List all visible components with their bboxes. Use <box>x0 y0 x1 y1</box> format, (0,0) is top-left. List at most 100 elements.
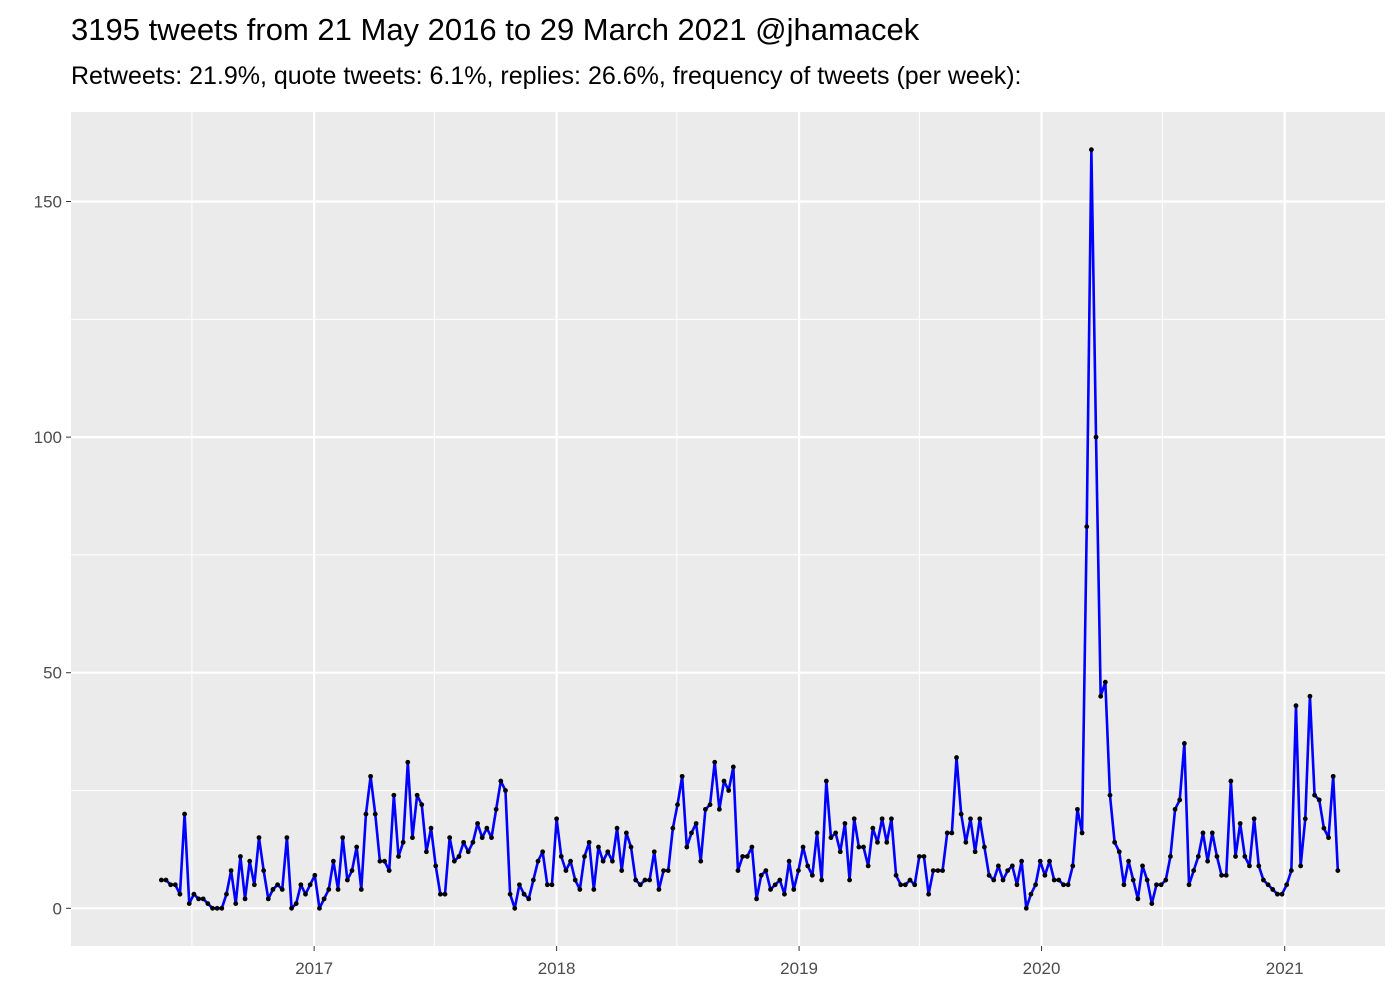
x-tick-label: 2021 <box>1266 959 1304 978</box>
data-point <box>1302 816 1308 822</box>
data-point <box>1107 792 1113 798</box>
data-point <box>1205 858 1211 864</box>
data-point <box>461 839 467 845</box>
data-point <box>168 882 174 888</box>
data-point <box>1242 854 1248 859</box>
data-point <box>916 854 922 859</box>
data-point <box>930 868 936 874</box>
data-point <box>623 830 629 836</box>
data-point <box>642 877 648 883</box>
data-point <box>610 858 615 864</box>
data-point <box>582 854 587 859</box>
data-point <box>210 905 215 911</box>
data-point <box>535 858 541 864</box>
data-point <box>433 863 439 869</box>
x-tick-label: 2019 <box>780 959 818 978</box>
data-point <box>405 759 411 765</box>
data-point <box>1270 887 1276 892</box>
data-point <box>196 896 201 902</box>
data-point <box>1135 896 1141 902</box>
data-point <box>633 877 639 883</box>
data-point <box>1065 882 1071 888</box>
data-point <box>205 901 211 906</box>
data-point <box>1228 778 1234 784</box>
data-point <box>549 882 555 888</box>
data-point <box>228 868 234 874</box>
data-point <box>637 882 643 888</box>
data-point <box>605 849 611 855</box>
data-point <box>1075 806 1080 812</box>
data-point <box>410 835 415 841</box>
data-point <box>1335 868 1341 874</box>
data-point <box>456 854 462 859</box>
data-point <box>879 816 885 822</box>
data-point <box>861 844 866 850</box>
data-point <box>749 844 755 850</box>
data-point <box>358 887 364 892</box>
data-point <box>577 887 583 892</box>
data-point <box>926 891 932 897</box>
data-point <box>898 882 904 888</box>
data-point <box>675 802 680 808</box>
data-point <box>1279 891 1285 897</box>
data-point <box>1130 877 1136 883</box>
data-point <box>786 858 792 864</box>
data-point <box>1158 882 1164 888</box>
data-point <box>340 835 346 841</box>
data-point <box>1056 877 1062 883</box>
data-point <box>419 802 425 808</box>
data-point <box>493 806 499 812</box>
data-point <box>1200 830 1206 836</box>
data-point <box>782 891 787 897</box>
data-point <box>707 802 713 808</box>
data-point <box>1098 693 1104 699</box>
data-point <box>540 849 546 855</box>
data-point <box>870 825 876 831</box>
data-point <box>186 901 192 906</box>
plot-panel <box>71 112 1385 946</box>
data-point <box>400 839 406 845</box>
data-point <box>665 868 671 874</box>
data-point <box>772 882 778 888</box>
data-point <box>1172 806 1178 812</box>
data-point <box>237 854 243 859</box>
data-point <box>1042 872 1048 878</box>
data-point <box>517 882 522 888</box>
data-point <box>726 788 732 793</box>
data-point <box>721 778 727 784</box>
data-point <box>796 868 801 874</box>
data-point <box>382 858 387 864</box>
data-point <box>279 887 285 892</box>
data-point <box>1321 825 1327 831</box>
data-point <box>163 877 169 883</box>
data-point <box>1084 524 1090 530</box>
data-point <box>754 896 759 902</box>
data-point <box>763 868 769 874</box>
data-point <box>1191 868 1197 874</box>
data-point <box>819 877 825 883</box>
data-point <box>1316 797 1322 803</box>
data-point <box>177 891 183 897</box>
data-point <box>317 905 322 911</box>
data-point <box>479 835 485 841</box>
data-point <box>1326 835 1331 841</box>
data-point <box>172 882 178 888</box>
data-point <box>470 839 476 845</box>
data-point <box>703 806 708 812</box>
data-point <box>1028 891 1034 897</box>
data-point <box>1121 882 1127 888</box>
data-point <box>191 891 197 897</box>
data-point <box>875 839 880 845</box>
data-point <box>498 778 504 784</box>
data-point <box>619 868 625 874</box>
data-point <box>1265 882 1271 888</box>
data-point <box>712 759 718 765</box>
data-point <box>679 773 685 779</box>
data-point <box>521 891 527 897</box>
data-point <box>158 877 164 883</box>
data-point <box>349 868 355 874</box>
data-point <box>1061 882 1066 888</box>
y-tick-label: 150 <box>34 193 62 212</box>
data-point <box>321 896 327 902</box>
